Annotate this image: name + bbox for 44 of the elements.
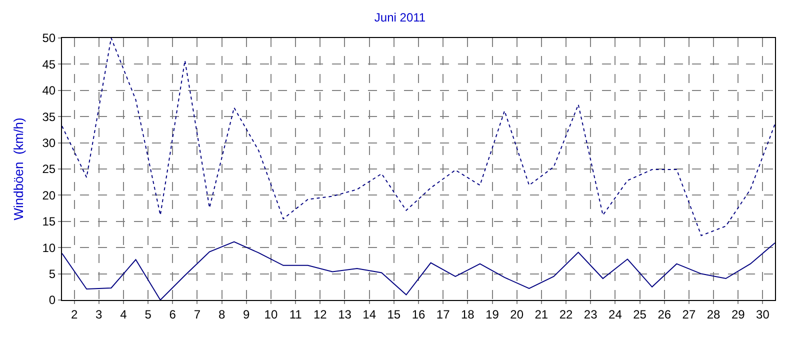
y-tick-label: 10 [42, 240, 56, 255]
y-tick-label: 40 [42, 84, 56, 98]
x-tick-label: 30 [756, 307, 770, 322]
x-tick-label: 10 [264, 307, 278, 322]
x-tick-label: 20 [510, 307, 524, 322]
x-tick-label: 8 [218, 307, 226, 322]
x-tick-label: 29 [731, 307, 746, 322]
y-tick-label: 35 [42, 110, 56, 124]
x-tick-label: 15 [387, 307, 401, 322]
x-tick-label: 19 [486, 307, 500, 322]
y-tick-label: 5 [48, 267, 56, 281]
x-tick-label: 22 [559, 307, 574, 322]
x-tick-label: 6 [169, 307, 176, 322]
x-tick-label: 11 [289, 307, 302, 322]
x-tick-label: 16 [412, 307, 426, 322]
y-tick-label: 45 [42, 57, 56, 72]
x-tick-label: 23 [584, 307, 598, 322]
x-tick-label: 4 [120, 307, 128, 322]
x-tick-label: 3 [96, 307, 103, 322]
x-tick-label: 2 [70, 307, 78, 322]
x-tick-label: 9 [243, 307, 250, 322]
y-axis-title: Windböen (km/h) [11, 118, 26, 220]
x-tick-label: 25 [633, 307, 647, 322]
y-tick-label: 25 [42, 162, 56, 176]
y-tick-label: 15 [42, 214, 56, 229]
x-tick-label: 17 [436, 307, 450, 322]
x-tick-label: 13 [338, 307, 352, 322]
x-tick-label: 14 [362, 307, 376, 322]
x-tick-label: 21 [534, 307, 548, 322]
line-series [62, 241, 775, 300]
x-tick-label: 26 [658, 307, 672, 322]
x-tick-label: 18 [460, 307, 475, 322]
x-tick-label: 24 [608, 307, 622, 322]
chart-title: Juni 2011 [374, 10, 426, 25]
y-tick-label: 20 [42, 188, 56, 202]
x-tick-label: 7 [194, 307, 201, 322]
line-series [62, 38, 775, 236]
y-tick-label: 30 [42, 136, 56, 150]
x-tick-label: 12 [313, 307, 328, 322]
x-tick-label: 28 [706, 307, 721, 322]
y-tick-label: 0 [48, 293, 56, 308]
y-tick-label: 50 [42, 31, 56, 46]
x-tick-label: 5 [144, 307, 152, 322]
x-tick-label: 27 [682, 307, 696, 322]
